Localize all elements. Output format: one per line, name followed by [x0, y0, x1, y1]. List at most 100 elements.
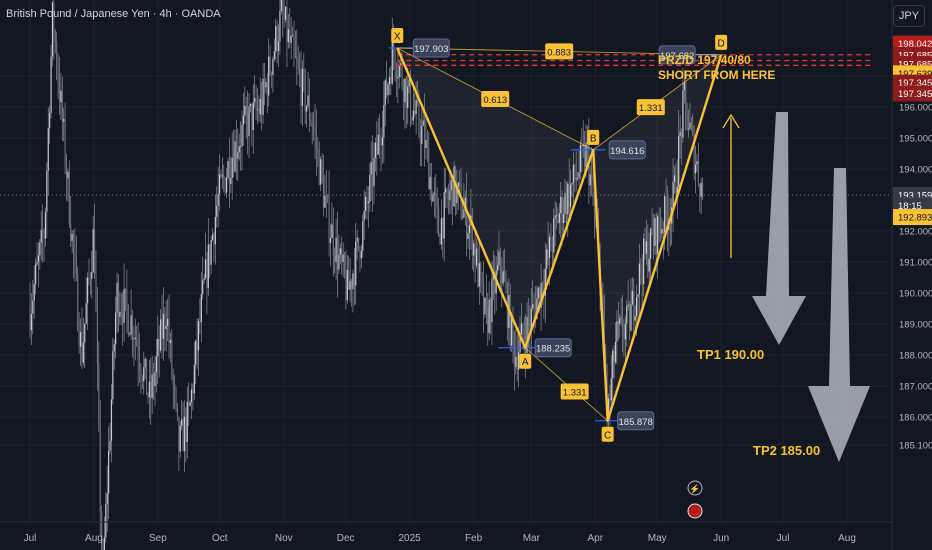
ratio-label: 0.883: [545, 43, 574, 60]
candle-body: [122, 313, 124, 323]
candle-body: [162, 313, 164, 339]
candle-body: [478, 263, 480, 287]
candle-body: [453, 166, 455, 207]
candle-body: [234, 141, 236, 172]
price-label-value: 197.639: [898, 69, 932, 80]
candle-body: [321, 159, 323, 176]
candle-body: [634, 316, 636, 321]
candle-body: [304, 75, 306, 112]
candle-body: [381, 137, 384, 146]
candle-body: [331, 224, 333, 238]
candle-body: [261, 99, 263, 115]
price-box-a: 188.235: [534, 338, 572, 358]
candle-body: [664, 196, 666, 233]
y-tick-label: 188.000: [899, 351, 932, 362]
candle-body: [300, 74, 302, 106]
candle-body: [693, 131, 695, 174]
candle-body: [71, 233, 73, 241]
candle-body: [565, 193, 567, 215]
candle-body: [332, 224, 334, 256]
candle-body: [103, 537, 106, 550]
candle-body: [473, 243, 475, 256]
pattern-point-label: A: [522, 357, 529, 368]
candle-body: [544, 268, 546, 296]
candle-body: [578, 172, 580, 178]
x-tick-label: Nov: [275, 533, 293, 544]
candle-body: [393, 40, 395, 53]
candle-body: [607, 398, 610, 415]
candle-body: [644, 238, 646, 254]
y-tick-label: 189.000: [899, 320, 932, 331]
ratio-label: 1.331: [636, 99, 665, 116]
candle-body: [224, 178, 226, 193]
candle-body: [93, 229, 96, 276]
ratio-value: 1.331: [563, 388, 587, 399]
candle-body: [364, 196, 367, 211]
candle-body: [624, 323, 626, 340]
y-tick-label: 190.000: [899, 289, 932, 300]
candle-body: [471, 215, 473, 256]
candle-body: [203, 278, 205, 281]
candle-body: [348, 270, 350, 290]
candle-body: [687, 128, 690, 130]
candle-body: [262, 78, 264, 115]
candle-body: [553, 218, 555, 253]
candle-body: [682, 90, 684, 138]
pattern-point-badge: [391, 28, 404, 44]
candle-body: [301, 68, 304, 106]
candle-body: [487, 306, 489, 334]
candle-body: [308, 95, 311, 121]
candle-body: [206, 259, 208, 289]
tp1-arrow-shaft: [766, 112, 789, 296]
candle-body: [584, 144, 586, 167]
candle-body: [269, 56, 271, 73]
candle-body: [228, 160, 230, 185]
candle-body: [655, 218, 657, 254]
candle-body: [418, 102, 420, 131]
candle-body: [401, 63, 403, 85]
candle-body: [362, 220, 364, 251]
entry-arrow-head: [722, 113, 740, 129]
candle-body: [579, 145, 582, 173]
candle-body: [489, 299, 492, 323]
candle-body: [683, 82, 685, 91]
candle-body: [44, 211, 47, 239]
lightning-icon: [687, 480, 703, 496]
candle-body: [522, 323, 524, 337]
candle-body: [169, 340, 172, 344]
candle-body: [459, 182, 461, 186]
candle-body: [405, 78, 407, 108]
candle-body: [533, 304, 535, 307]
price-box-bg: [617, 411, 655, 431]
candle-body: [445, 188, 447, 193]
candle-body: [491, 279, 493, 323]
price-box-b: 194.616: [608, 140, 646, 160]
candle-body: [32, 300, 34, 314]
candle-body: [428, 147, 430, 190]
candle-body: [374, 142, 377, 159]
candle-body: [574, 164, 576, 180]
candle-body: [672, 181, 674, 208]
candle-body: [310, 120, 312, 125]
candle-body: [75, 257, 77, 274]
tp2-arrow-shaft: [829, 168, 850, 386]
candle-body: [134, 337, 136, 339]
candle-body: [467, 233, 469, 240]
candle-body: [526, 316, 528, 353]
ratio-badge: [636, 99, 665, 116]
candle-body: [488, 299, 490, 334]
currency-button[interactable]: JPY: [893, 5, 925, 27]
candle-body: [296, 57, 298, 62]
candle-body: [37, 255, 40, 262]
candle-body: [124, 288, 127, 290]
candle-body: [328, 198, 330, 243]
candle-body: [318, 149, 320, 185]
candle-body: [110, 399, 113, 441]
candle-body: [621, 317, 624, 338]
candle-body: [551, 250, 553, 253]
candle-body: [425, 140, 427, 149]
candle-body: [640, 263, 642, 276]
candle-body: [575, 178, 577, 180]
candle-body: [311, 124, 313, 127]
